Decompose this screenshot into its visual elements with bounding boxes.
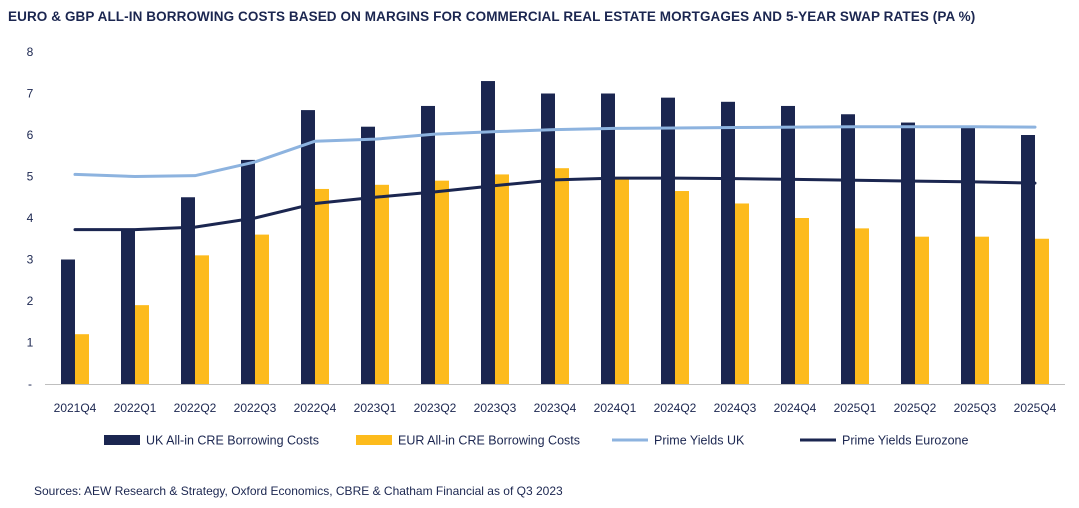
prime-yields-eurozone-line bbox=[73, 176, 1037, 232]
eur-cost-bar bbox=[75, 334, 89, 384]
x-tick-label: 2023Q1 bbox=[354, 401, 397, 415]
x-tick-label: 2025Q4 bbox=[1014, 401, 1057, 415]
y-tick-label: 6 bbox=[27, 128, 34, 142]
x-tick-label: 2024Q4 bbox=[774, 401, 817, 415]
y-tick-label: 1 bbox=[27, 336, 34, 350]
x-tick-label: 2022Q1 bbox=[114, 401, 157, 415]
x-tick-label: 2025Q3 bbox=[954, 401, 997, 415]
uk-cost-bar bbox=[601, 93, 615, 384]
x-tick-label: 2022Q3 bbox=[234, 401, 277, 415]
eur-cost-bar bbox=[135, 305, 149, 384]
eur-cost-bar bbox=[495, 174, 509, 384]
eur-cost-bar bbox=[915, 236, 929, 384]
uk-cost-bar bbox=[901, 122, 915, 385]
prime-yields-uk-line bbox=[73, 125, 1037, 178]
eur-cost-bar bbox=[255, 234, 269, 384]
uk-cost-bar bbox=[301, 110, 315, 384]
x-axis: 2021Q4 2022Q1 2022Q2 2022Q3 2022Q4 2023Q1 2023… bbox=[54, 401, 1057, 415]
eur-cost-bar bbox=[555, 168, 569, 384]
uk-cost-bar bbox=[481, 81, 495, 385]
uk-cost-bar bbox=[661, 97, 675, 385]
y-tick-label: 4 bbox=[27, 211, 34, 225]
eur-cost-bar bbox=[975, 236, 989, 384]
x-tick-label: 2025Q1 bbox=[834, 401, 877, 415]
uk-cost-bar bbox=[721, 101, 735, 385]
x-tick-label: 2024Q1 bbox=[594, 401, 637, 415]
uk-cost-bar bbox=[361, 126, 375, 384]
chart-title: EURO & GBP ALL-IN BORROWING COSTS BASED … bbox=[8, 9, 976, 24]
eur-cost-bar bbox=[315, 188, 329, 384]
legend-label: EUR All-in CRE Borrowing Costs bbox=[398, 434, 580, 448]
legend-uk-cost-swatch bbox=[104, 435, 140, 445]
uk-cost-bar bbox=[1021, 135, 1035, 384]
uk-cost-bar bbox=[841, 114, 855, 384]
eur-cost-bar bbox=[435, 180, 449, 384]
uk-cost-bar bbox=[181, 197, 195, 384]
line-series bbox=[73, 125, 1037, 232]
x-tick-label: 2021Q4 bbox=[54, 401, 97, 415]
uk-cost-bar bbox=[61, 259, 75, 384]
uk-cost-bar bbox=[421, 105, 435, 384]
legend-label: UK All-in CRE Borrowing Costs bbox=[146, 434, 319, 448]
eur-cost-bar bbox=[855, 228, 869, 384]
x-tick-label: 2024Q3 bbox=[714, 401, 757, 415]
legend: UK All-in CRE Borrowing Costs EUR All-in … bbox=[104, 434, 969, 448]
uk-cost-bar bbox=[781, 105, 795, 384]
y-tick-label: 8 bbox=[27, 45, 34, 59]
eur-cost-bar bbox=[795, 218, 809, 384]
legend-eur-cost-swatch bbox=[356, 435, 392, 445]
uk-cost-bar bbox=[241, 159, 255, 384]
y-tick-label: 5 bbox=[27, 170, 34, 184]
eur-cost-bar bbox=[615, 178, 629, 384]
x-tick-label: 2023Q3 bbox=[474, 401, 517, 415]
eur-cost-bar bbox=[195, 255, 209, 384]
y-tick-label: 2 bbox=[27, 294, 34, 308]
y-axis: - 1 2 3 4 5 6 7 8 bbox=[27, 45, 34, 391]
x-tick-label: 2023Q4 bbox=[534, 401, 577, 415]
eur-cost-bar bbox=[675, 191, 689, 384]
x-tick-label: 2022Q2 bbox=[174, 401, 217, 415]
eur-cost-bar bbox=[1035, 238, 1049, 384]
legend-label: Prime Yields Eurozone bbox=[842, 434, 969, 448]
uk-cost-bar bbox=[541, 93, 555, 384]
y-tick-label: 3 bbox=[27, 253, 34, 267]
source-note: Sources: AEW Research & Strategy, Oxford… bbox=[34, 484, 563, 498]
uk-cost-bar bbox=[121, 230, 135, 384]
bar-series bbox=[61, 81, 1049, 385]
y-tick-label: 7 bbox=[27, 87, 34, 101]
y-tick-label: - bbox=[28, 377, 32, 391]
x-tick-label: 2025Q2 bbox=[894, 401, 937, 415]
eur-cost-bar bbox=[735, 203, 749, 384]
x-tick-label: 2023Q2 bbox=[414, 401, 457, 415]
legend-label: Prime Yields UK bbox=[654, 434, 745, 448]
x-tick-label: 2024Q2 bbox=[654, 401, 697, 415]
uk-cost-bar bbox=[961, 126, 975, 384]
x-tick-label: 2022Q4 bbox=[294, 401, 337, 415]
eur-cost-bar bbox=[375, 184, 389, 384]
